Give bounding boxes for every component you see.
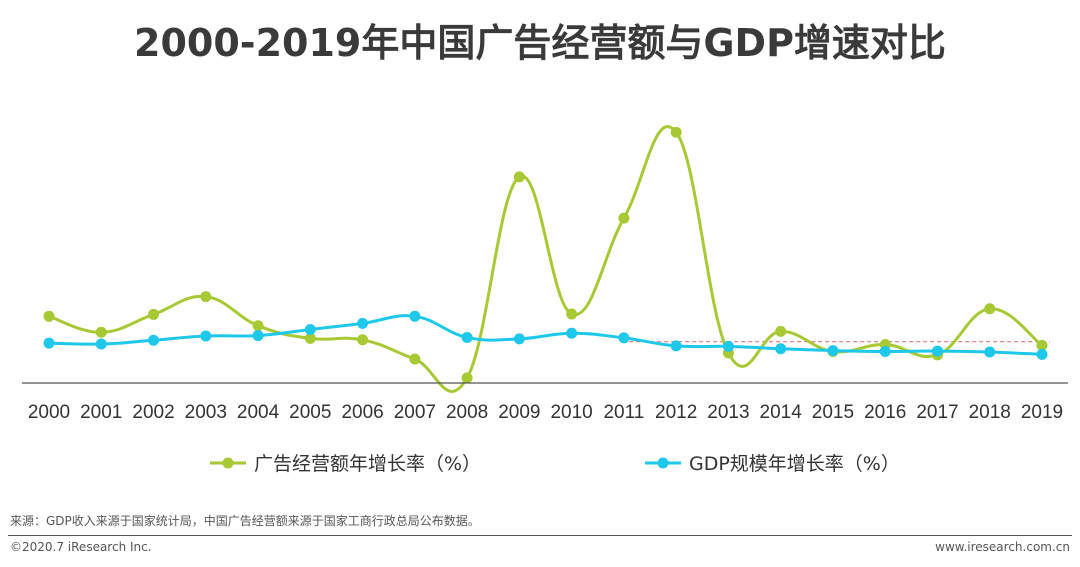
copyright-text: ©2020.7 iResearch Inc. [10, 540, 152, 554]
data-point-gdp-2004[interactable] [252, 330, 264, 342]
legend-item-gdp[interactable]: GDP规模年增长率（%） [645, 453, 900, 475]
x-tick-label: 2005 [289, 402, 331, 423]
data-point-gdp-2007[interactable] [409, 310, 421, 322]
legend-label: GDP规模年增长率（%） [689, 453, 900, 475]
data-point-ad-revenue-2004[interactable] [252, 320, 264, 332]
data-point-ad-revenue-2010[interactable] [566, 308, 578, 320]
x-tick-label: 2006 [341, 402, 383, 423]
x-tick-label: 2011 [603, 402, 644, 423]
x-tick-label: 2008 [446, 402, 488, 423]
x-tick-label: 2018 [969, 402, 1011, 423]
x-tick-label: 2016 [864, 402, 906, 423]
data-point-ad-revenue-2011[interactable] [618, 212, 630, 224]
line-chart: 2000 2001 2002 2003 2004 2005 2006 2007 2008 2009… [22, 125, 1068, 475]
x-tick-label: 2001 [80, 402, 122, 423]
data-point-gdp-2017[interactable] [931, 345, 943, 357]
data-point-ad-revenue-2000[interactable] [43, 310, 55, 322]
data-point-ad-revenue-2008[interactable] [461, 372, 473, 384]
data-point-ad-revenue-2006[interactable] [357, 334, 369, 346]
x-tick-label: 2007 [394, 402, 436, 423]
data-point-ad-revenue-2003[interactable] [200, 291, 212, 303]
x-tick-label: 2003 [185, 402, 227, 423]
data-point-gdp-2009[interactable] [513, 333, 525, 345]
x-tick-label: 2009 [498, 402, 540, 423]
data-point-gdp-2005[interactable] [304, 323, 316, 335]
x-tick-label: 2010 [550, 402, 592, 423]
data-point-gdp-2008[interactable] [461, 331, 473, 343]
data-point-gdp-2003[interactable] [200, 330, 212, 342]
data-point-ad-revenue-2012[interactable] [670, 126, 682, 138]
data-point-gdp-2016[interactable] [879, 346, 891, 358]
data-point-ad-revenue-2019[interactable] [1036, 339, 1048, 351]
data-point-ad-revenue-2014[interactable] [775, 325, 787, 337]
data-point-gdp-2019[interactable] [1036, 348, 1048, 360]
data-point-gdp-2010[interactable] [566, 327, 578, 339]
x-tick-label: 2002 [132, 402, 174, 423]
x-tick-label: 2014 [760, 402, 803, 423]
data-point-gdp-2001[interactable] [95, 338, 107, 350]
data-point-gdp-2015[interactable] [827, 345, 839, 357]
data-point-gdp-2006[interactable] [357, 317, 369, 329]
x-tick-label: 2019 [1021, 402, 1063, 423]
x-tick-label: 2017 [916, 402, 958, 423]
data-point-ad-revenue-2001[interactable] [95, 326, 107, 338]
x-tick-label: 2012 [655, 402, 697, 423]
series-line-gdp [47, 314, 1044, 356]
x-tick-label: 2004 [237, 402, 280, 423]
legend-label: 广告经营额年增长率（%） [254, 453, 481, 475]
data-point-ad-revenue-2007[interactable] [409, 353, 421, 365]
data-point-gdp-2013[interactable] [722, 340, 734, 352]
data-point-ad-revenue-2005[interactable] [304, 332, 316, 344]
data-point-ad-revenue-2002[interactable] [148, 308, 160, 320]
legend-swatch-marker [657, 457, 669, 469]
data-point-gdp-2002[interactable] [148, 334, 160, 346]
chart-title: 2000-2019年中国广告经营额与GDP增速对比 [134, 21, 946, 65]
data-point-ad-revenue-2018[interactable] [984, 303, 996, 315]
source-note: 来源：GDP收入来源于国家统计局，中国广告经营额来源于国家工商行政总局公布数据。 [10, 514, 480, 528]
x-tick-label: 2013 [707, 402, 749, 423]
data-point-gdp-2000[interactable] [43, 337, 55, 349]
footer-divider [8, 535, 1072, 536]
data-point-gdp-2011[interactable] [618, 332, 630, 344]
website-link[interactable]: www.iresearch.com.cn [935, 540, 1070, 554]
x-tick-label: 2015 [812, 402, 854, 423]
legend-item-ad-revenue[interactable]: 广告经营额年增长率（%） [210, 453, 481, 475]
data-point-gdp-2014[interactable] [775, 343, 787, 355]
data-point-ad-revenue-2009[interactable] [513, 171, 525, 183]
x-tick-label: 2000 [28, 402, 70, 423]
data-point-gdp-2012[interactable] [670, 340, 682, 352]
legend-swatch-marker [222, 457, 234, 469]
data-point-gdp-2018[interactable] [984, 346, 996, 358]
